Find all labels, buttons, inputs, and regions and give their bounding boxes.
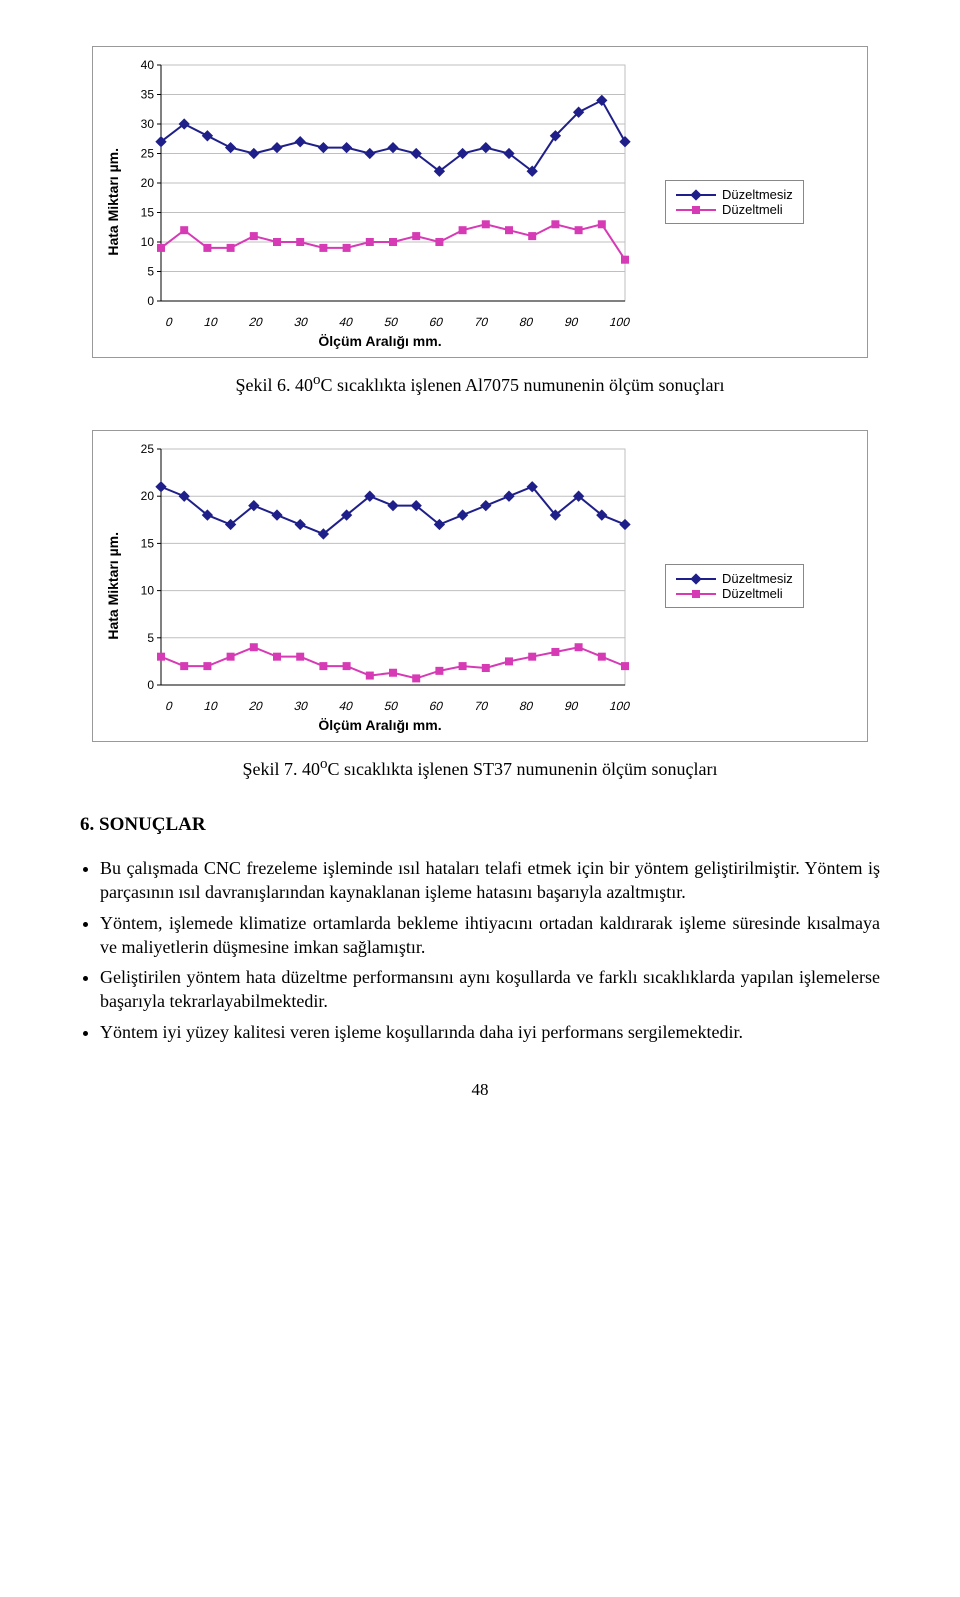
legend1-label2: Düzeltmeli — [722, 202, 783, 217]
xtick-label: 40 — [338, 315, 355, 329]
legend2-row2: Düzeltmeli — [676, 586, 793, 601]
chart1-plotwrap: 0510152025303540 0102030405060708090100 … — [125, 55, 635, 349]
page: Hata Miktarı µm. 0 5 10 15 20 25 30 35 40 0 10 20 3… — [0, 0, 960, 1130]
chart1-xticks: 0 10 20 30 40 50 60 70 80 90 100 — [164, 315, 632, 329]
xtick-label: 30 — [293, 315, 310, 329]
svg-text:25: 25 — [141, 147, 155, 161]
chart1-svg: 0 5 10 15 20 25 30 35 40 — [125, 55, 635, 315]
chart1-left: Hata Miktarı µm. 0 5 10 15 20 25 30 35 40 0 10 20 3… — [101, 55, 635, 349]
xtick-label: 100 — [608, 315, 632, 329]
legend2-row1: Düzeltmesiz — [676, 571, 793, 586]
chart1-xlabel: Ölçüm Aralığı mm. — [318, 333, 441, 349]
caption1: Şekil 6. 40oC sıcaklıkta işlenen Al7075 … — [80, 372, 880, 396]
xtick-label: 50 — [383, 315, 400, 329]
svg-text:10: 10 — [141, 235, 155, 249]
legend1-row2: Düzeltmeli — [676, 202, 793, 217]
svg-text:0: 0 — [147, 294, 154, 308]
xtick-label: 60 — [428, 315, 445, 329]
svg-text:40: 40 — [141, 58, 155, 72]
xtick-label: 10 — [203, 315, 220, 329]
xtick-label: 40 — [338, 699, 355, 713]
svg-text:0: 0 — [147, 678, 154, 692]
xtick-label: 70 — [473, 315, 490, 329]
chart1-ylabel: Hata Miktarı µm. — [105, 148, 121, 256]
svg-text:10: 10 — [141, 584, 155, 598]
bullet-item: Geliştirilen yöntem hata düzeltme perfor… — [100, 965, 880, 1014]
legend1-row1: Düzeltmesiz — [676, 187, 793, 202]
xtick-label: 50 — [383, 699, 400, 713]
chart1-legend: Düzeltmesiz Düzeltmeli — [665, 180, 804, 224]
svg-text:20: 20 — [141, 489, 155, 503]
svg-text:20: 20 — [141, 176, 155, 190]
legend2-label1: Düzeltmesiz — [722, 571, 793, 586]
bullet-item: Yöntem iyi yüzey kalitesi veren işleme k… — [100, 1020, 880, 1044]
xtick-label: 90 — [563, 699, 580, 713]
xtick-label: 0 — [164, 315, 174, 329]
xtick-label: 0 — [164, 699, 174, 713]
xtick-label: 20 — [248, 315, 265, 329]
chart2-xlabel: Ölçüm Aralığı mm. — [318, 717, 441, 733]
chart2-xticks: 0 10 20 30 40 50 60 70 80 90 100 — [164, 699, 632, 713]
page-number: 48 — [80, 1080, 880, 1100]
bullet-item: Yöntem, işlemede klimatize ortamlarda be… — [100, 911, 880, 960]
chart2-legend: Düzeltmesiz Düzeltmeli — [665, 564, 804, 608]
xtick-label: 20 — [248, 699, 265, 713]
chart2-plotwrap: 0 5 10 15 20 25 0 10 20 30 40 50 60 70 80 90 100 Ölçüm … — [125, 439, 635, 733]
svg-text:5: 5 — [147, 631, 154, 645]
xtick-label: 90 — [563, 315, 580, 329]
chart1-frame: Hata Miktarı µm. 0 5 10 15 20 25 30 35 40 0 10 20 3… — [92, 46, 868, 358]
xtick-label: 100 — [608, 699, 632, 713]
chart2-svg: 0 5 10 15 20 25 — [125, 439, 635, 699]
xtick-label: 80 — [518, 699, 535, 713]
xtick-label: 70 — [473, 699, 490, 713]
bullet-item: Bu çalışmada CNC frezeleme işleminde ısı… — [100, 856, 880, 905]
bullet-list: Bu çalışmada CNC frezeleme işleminde ısı… — [100, 856, 880, 1044]
svg-text:15: 15 — [141, 536, 155, 550]
chart2-frame: Hata Miktarı µm. 0 5 10 15 20 25 0 10 20 30 40 50 6… — [92, 430, 868, 742]
svg-text:15: 15 — [141, 206, 155, 220]
xtick-label: 80 — [518, 315, 535, 329]
caption2: Şekil 7. 40oC sıcaklıkta işlenen ST37 nu… — [80, 756, 880, 780]
section-title: 6. SONUÇLAR — [80, 814, 880, 836]
legend1-label1: Düzeltmesiz — [722, 187, 793, 202]
xtick-label: 60 — [428, 699, 445, 713]
chart2-ylabel: Hata Miktarı µm. — [105, 532, 121, 640]
svg-text:5: 5 — [147, 265, 154, 279]
xtick-label: 30 — [293, 699, 310, 713]
svg-text:30: 30 — [141, 117, 155, 131]
chart2-left: Hata Miktarı µm. 0 5 10 15 20 25 0 10 20 30 40 50 6… — [101, 439, 635, 733]
xtick-label: 10 — [203, 699, 220, 713]
svg-text:25: 25 — [141, 442, 155, 456]
svg-text:35: 35 — [141, 88, 155, 102]
legend2-label2: Düzeltmeli — [722, 586, 783, 601]
